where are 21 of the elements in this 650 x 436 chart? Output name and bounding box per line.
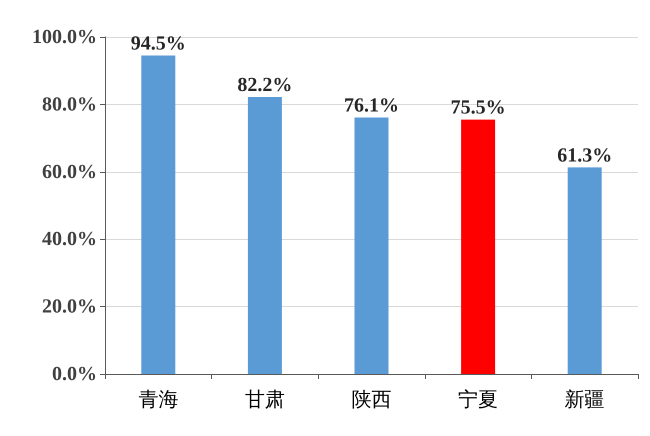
bar	[568, 167, 602, 374]
data-label: 61.3%	[557, 144, 612, 166]
x-tick-label: 甘肃	[244, 389, 285, 411]
bar	[461, 120, 496, 374]
bar	[248, 96, 282, 374]
y-tick-label: 60.0%	[42, 160, 97, 183]
x-tick-label: 青海	[138, 389, 178, 411]
y-tick-label: 40.0%	[42, 228, 97, 250]
x-tick-label: 宁夏	[458, 389, 498, 411]
bar	[141, 56, 176, 374]
data-label: 82.2%	[237, 74, 292, 96]
y-tick-label: 100.0%	[32, 26, 97, 48]
x-tick-label: 新疆	[564, 389, 605, 411]
y-tick-label: 20.0%	[42, 296, 97, 318]
bar	[354, 118, 388, 374]
y-tick-label: 80.0%	[42, 93, 97, 116]
data-label: 94.5%	[130, 32, 186, 55]
data-label: 75.5%	[450, 96, 506, 119]
x-tick-label: 陕西	[352, 389, 392, 411]
data-label: 76.1%	[344, 94, 399, 117]
y-tick-label: 0.0%	[52, 363, 97, 385]
